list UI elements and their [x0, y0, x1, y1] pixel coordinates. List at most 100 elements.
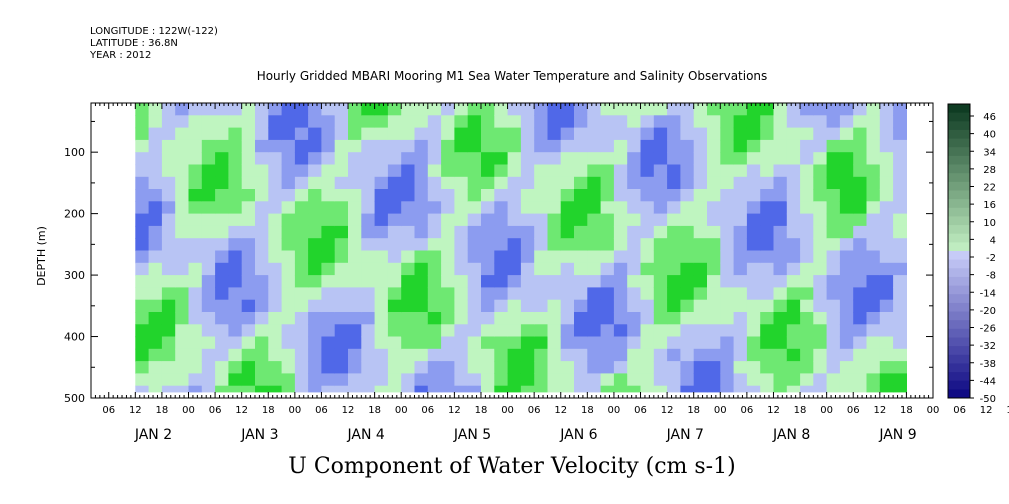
heatmap-cell — [667, 103, 681, 116]
heatmap-cell — [693, 373, 708, 387]
heatmap-cell — [839, 275, 854, 288]
x-day-label: JAN 5 — [453, 427, 491, 443]
heatmap-cell — [348, 103, 362, 116]
heatmap-cell — [733, 348, 748, 362]
heatmap-cell — [800, 176, 814, 190]
heatmap-cell — [161, 250, 176, 264]
heatmap-cell — [268, 250, 283, 264]
heatmap-cell — [640, 361, 655, 374]
x-day-label: JAN 4 — [347, 427, 385, 443]
heatmap-cell — [148, 275, 163, 288]
heatmap-cell — [627, 373, 642, 387]
heatmap-cell — [600, 348, 615, 362]
heatmap-cell — [893, 287, 907, 301]
heatmap-cell — [613, 139, 628, 153]
heatmap-cell — [161, 275, 176, 288]
heatmap-cell — [454, 201, 469, 215]
heatmap-cell — [733, 152, 748, 166]
heatmap-cell — [680, 152, 695, 166]
heatmap-cell — [414, 324, 429, 338]
heatmap-cell — [401, 373, 416, 387]
heatmap-cell — [374, 213, 389, 227]
heatmap-cell — [640, 164, 655, 178]
heatmap-cell — [427, 348, 442, 362]
heatmap-cell — [188, 152, 203, 166]
heatmap-cell — [600, 385, 615, 393]
heatmap-cell — [215, 103, 229, 116]
heatmap-cell — [387, 201, 402, 215]
heatmap-cell — [188, 225, 203, 239]
heatmap-cell — [534, 262, 549, 276]
heatmap-cell — [786, 139, 801, 153]
heatmap-cell — [135, 127, 150, 141]
heatmap-cell — [255, 287, 269, 301]
heatmap-cell — [281, 213, 296, 227]
heatmap-cell — [241, 201, 256, 215]
heatmap-cell — [414, 312, 429, 325]
heatmap-cell — [387, 213, 402, 227]
colorbar-bin — [948, 268, 970, 278]
heatmap-cell — [839, 324, 854, 338]
heatmap-cell — [733, 225, 748, 239]
heatmap-cell — [746, 164, 761, 178]
heatmap-cell — [135, 189, 150, 202]
heatmap-cell — [361, 127, 376, 141]
heatmap-cell — [574, 115, 588, 129]
heatmap-cell — [228, 201, 243, 215]
heatmap-cell — [627, 115, 642, 129]
x-day-label: JAN 8 — [772, 427, 810, 443]
heatmap-cell — [760, 373, 775, 387]
heatmap-cell — [627, 103, 642, 116]
heatmap-cell — [321, 225, 336, 239]
heatmap-cell — [135, 176, 150, 190]
heatmap-cell — [866, 103, 881, 116]
heatmap-cell — [414, 103, 429, 116]
heatmap-cell — [813, 127, 828, 141]
heatmap-cell — [321, 287, 336, 301]
heatmap-cell — [680, 201, 695, 215]
heatmap-cell — [560, 312, 575, 325]
heatmap-cell — [520, 164, 535, 178]
heatmap-cell — [773, 164, 788, 178]
heatmap-cell — [760, 275, 775, 288]
heatmap-cell — [653, 115, 668, 129]
heatmap-cell — [321, 139, 336, 153]
heatmap-cell — [387, 373, 402, 387]
heatmap-cell — [760, 361, 775, 374]
heatmap-cell — [334, 225, 349, 239]
heatmap-cell — [507, 127, 522, 141]
heatmap-cell — [441, 373, 455, 387]
heatmap-cell — [268, 238, 283, 252]
heatmap-cell — [201, 336, 216, 350]
heatmap-cell — [255, 312, 269, 325]
heatmap-cell — [308, 189, 322, 202]
heatmap-cell — [653, 213, 668, 227]
heatmap-cell — [520, 139, 535, 153]
heatmap-cell — [560, 189, 575, 202]
heatmap-cell — [773, 152, 788, 166]
heatmap-cell — [893, 238, 907, 252]
heatmap-cell — [401, 324, 416, 338]
heatmap-cell — [600, 324, 615, 338]
heatmap-cell — [826, 361, 841, 374]
colorbar-bin — [948, 346, 970, 356]
heatmap-cell — [427, 312, 442, 325]
heatmap-cell — [241, 213, 256, 227]
heatmap-cell — [188, 250, 203, 264]
heatmap-cell — [733, 262, 748, 276]
heatmap-cell — [414, 164, 429, 178]
heatmap-cell — [427, 262, 442, 276]
heatmap-cell — [281, 250, 296, 264]
colorbar-bin — [948, 259, 970, 269]
heatmap-cell — [268, 189, 283, 202]
x-hour-tick-label: 06 — [528, 405, 541, 416]
heatmap-cell — [773, 336, 788, 350]
heatmap-cell — [786, 336, 801, 350]
heatmap-cell — [693, 213, 708, 227]
heatmap-cell — [560, 201, 575, 215]
heatmap-cell — [427, 127, 442, 141]
heatmap-cell — [693, 225, 708, 239]
heatmap-cell — [374, 238, 389, 252]
heatmap-cell — [427, 201, 442, 215]
heatmap-cell — [853, 176, 868, 190]
